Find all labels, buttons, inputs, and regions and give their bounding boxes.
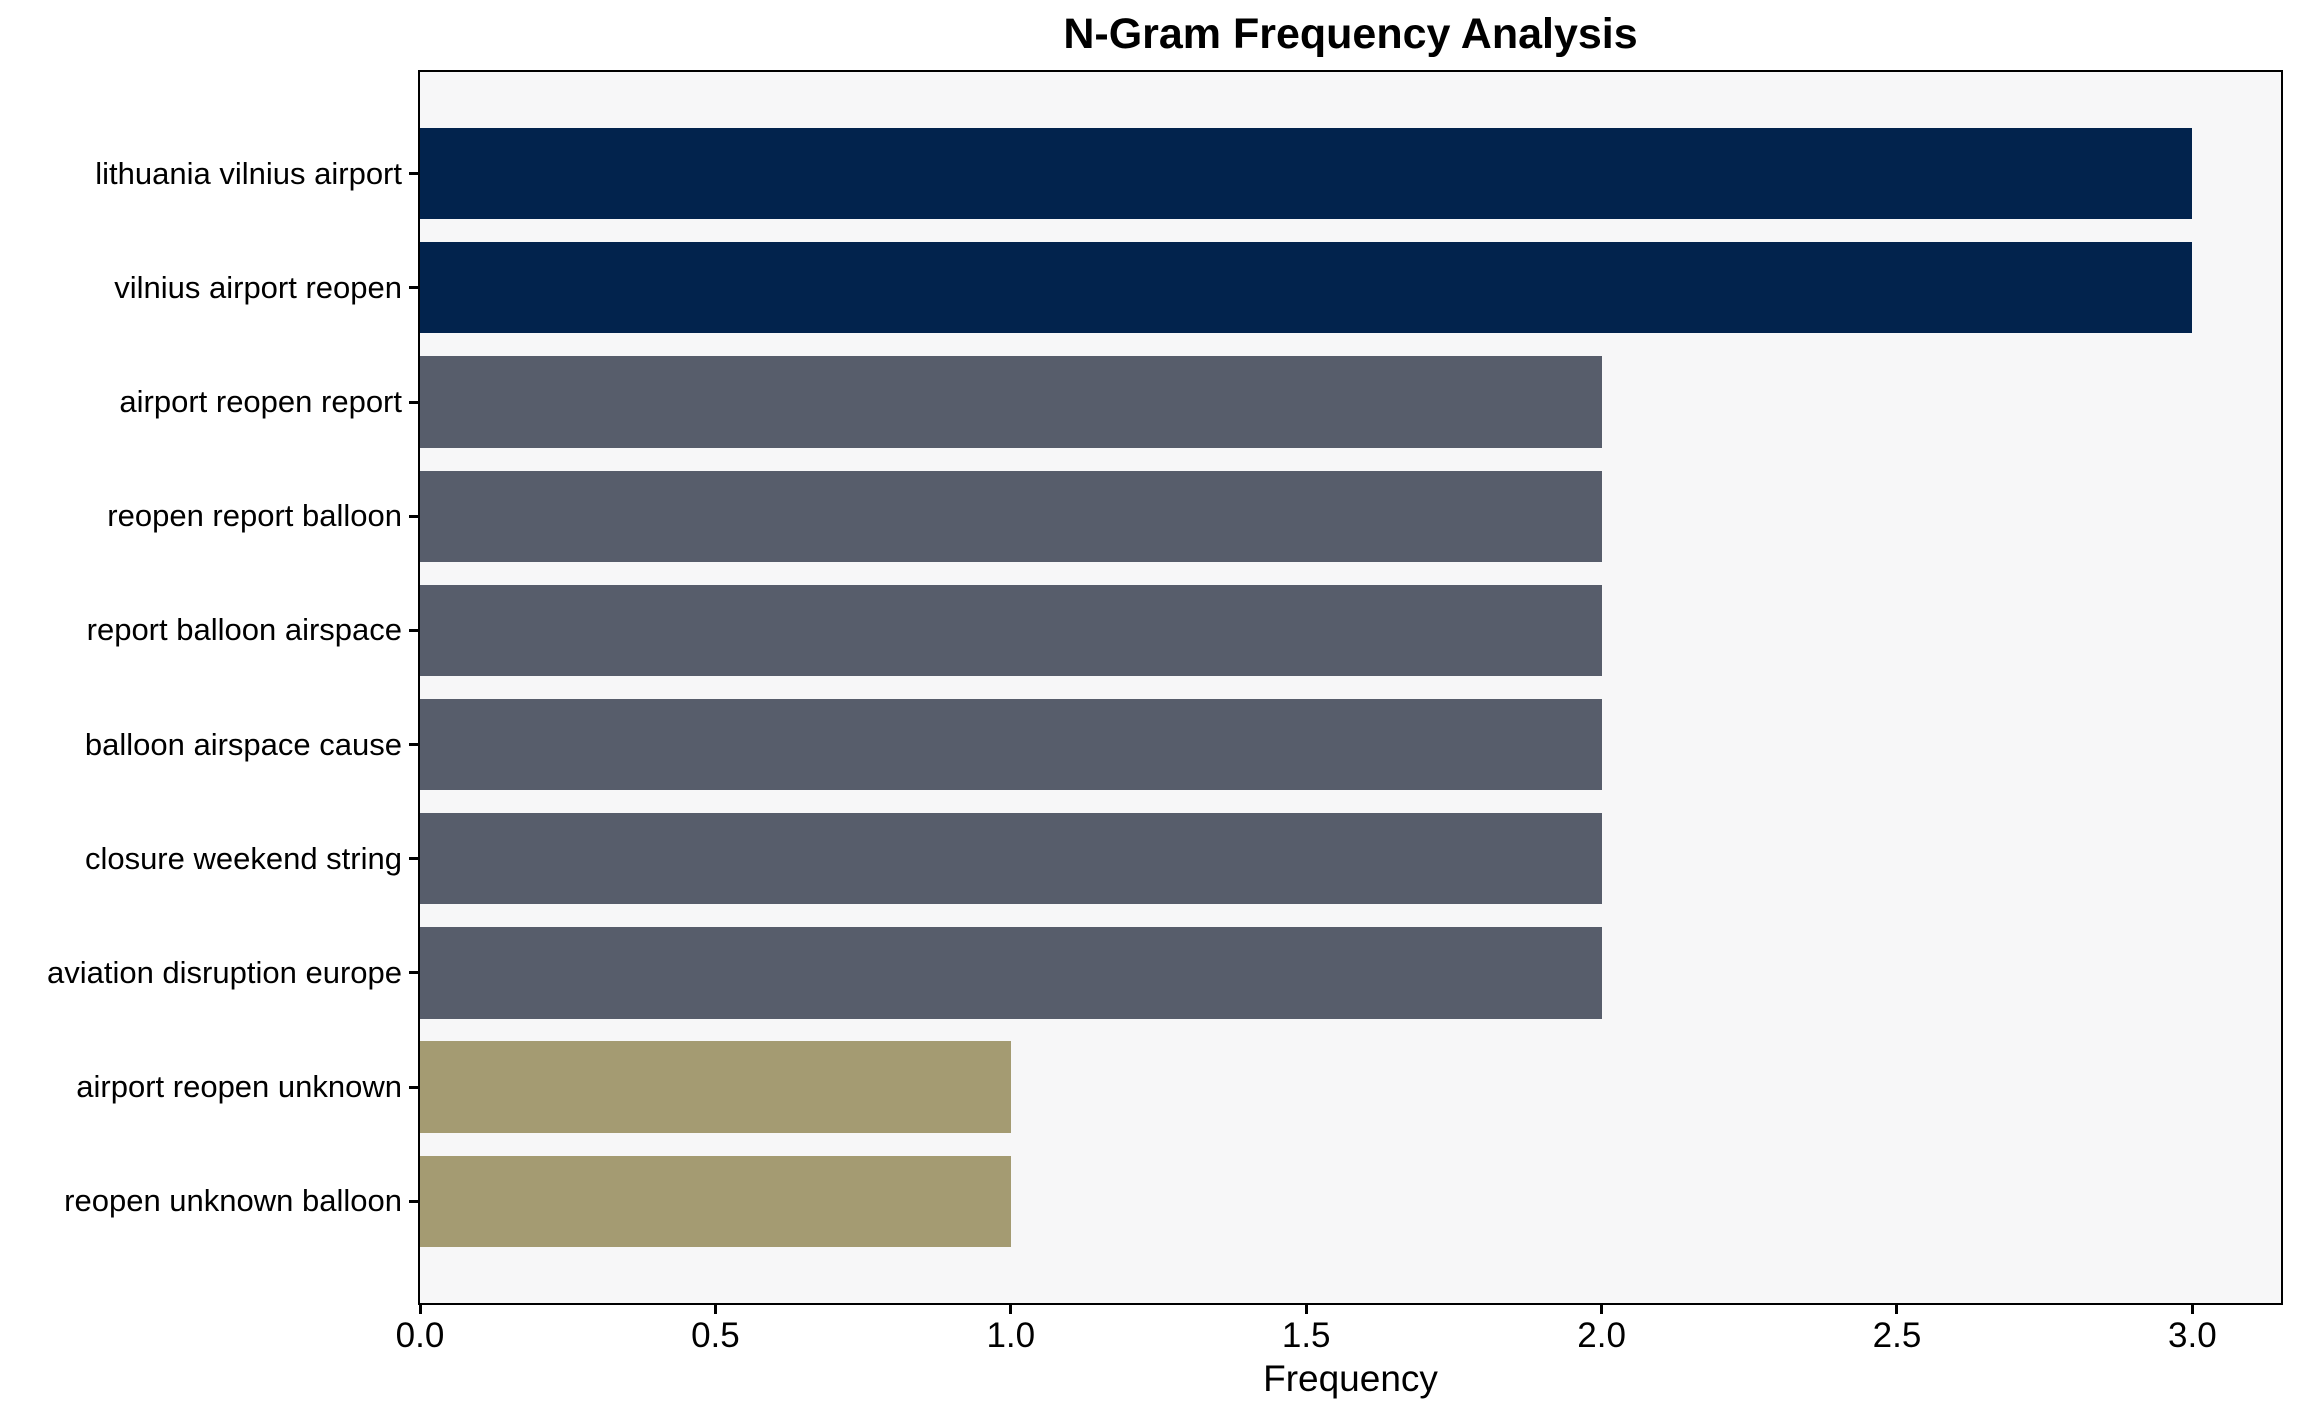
x-tick-label-3.0: 3.0	[2168, 1316, 2217, 1355]
x-tick-2.5	[1895, 1303, 1899, 1314]
x-tick-0.0	[418, 1303, 422, 1314]
y-tick-lithuania-vilnius-airport	[409, 172, 419, 176]
bar-aviation-disruption-europe	[420, 927, 1602, 1019]
y-tick-airport-reopen-unknown	[409, 1085, 419, 1089]
plot-area	[420, 72, 2281, 1303]
x-axis-label: Frequency	[1263, 1358, 1438, 1399]
y-tick-label-lithuania-vilnius-airport: lithuania vilnius airport	[95, 155, 402, 191]
y-tick-report-balloon-airspace	[409, 628, 419, 632]
bar-vilnius-airport-reopen	[420, 242, 2193, 334]
x-tick-1.5	[1304, 1303, 1308, 1314]
y-tick-reopen-unknown-balloon	[409, 1199, 419, 1203]
y-tick-label-balloon-airspace-cause: balloon airspace cause	[84, 726, 402, 762]
y-tick-label-reopen-report-balloon: reopen report balloon	[107, 498, 402, 534]
x-tick-0.5	[713, 1303, 717, 1314]
x-tick-label-2.5: 2.5	[1872, 1316, 1922, 1355]
y-tick-closure-weekend-string	[409, 857, 419, 861]
x-tick-label-2.0: 2.0	[1577, 1316, 1626, 1355]
x-tick-label-0.5: 0.5	[691, 1316, 740, 1355]
bar-airport-reopen-report	[420, 356, 1602, 448]
y-tick-label-closure-weekend-string: closure weekend string	[84, 840, 402, 876]
y-tick-airport-reopen-report	[409, 400, 419, 404]
bar-reopen-unknown-balloon	[420, 1155, 1011, 1248]
x-tick-label-1.0: 1.0	[986, 1316, 1036, 1355]
bar-report-balloon-airspace	[420, 584, 1602, 677]
x-tick-label-1.5: 1.5	[1281, 1316, 1331, 1355]
bar-airport-reopen-unknown	[420, 1041, 1011, 1133]
y-tick-label-report-balloon-airspace: report balloon airspace	[86, 612, 402, 648]
y-tick-balloon-airspace-cause	[409, 743, 419, 747]
bar-balloon-airspace-cause	[420, 698, 1602, 791]
bar-lithuania-vilnius-airport	[420, 127, 2193, 220]
x-tick-1.0	[1009, 1303, 1013, 1314]
y-tick-label-airport-reopen-unknown: airport reopen unknown	[76, 1069, 402, 1105]
bar-reopen-report-balloon	[420, 470, 1602, 562]
y-tick-label-airport-reopen-report: airport reopen report	[119, 384, 402, 420]
y-tick-aviation-disruption-europe	[409, 971, 419, 975]
y-tick-label-vilnius-airport-reopen: vilnius airport reopen	[114, 269, 402, 305]
x-tick-2.0	[1600, 1303, 1604, 1314]
y-tick-label-aviation-disruption-europe: aviation disruption europe	[46, 954, 402, 990]
chart-title: N-Gram Frequency Analysis	[1063, 10, 1638, 58]
x-tick-3.0	[2190, 1303, 2194, 1314]
y-tick-label-reopen-unknown-balloon: reopen unknown balloon	[64, 1183, 402, 1219]
bar-closure-weekend-string	[420, 813, 1602, 905]
y-tick-vilnius-airport-reopen	[409, 286, 419, 290]
x-tick-label-0.0: 0.0	[395, 1316, 445, 1355]
y-tick-reopen-report-balloon	[409, 514, 419, 518]
